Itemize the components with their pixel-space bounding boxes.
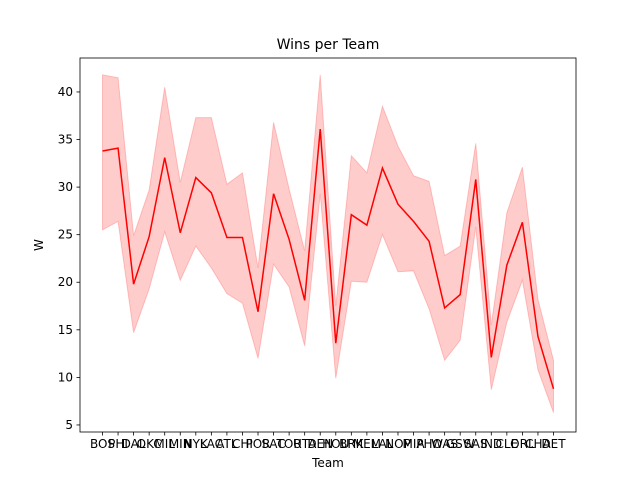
- x-tick-label: LAL: [372, 437, 394, 451]
- y-tick-label: 25: [58, 228, 73, 242]
- x-tick-label: DEN: [307, 437, 333, 451]
- x-tick-label: MEM: [353, 437, 381, 451]
- x-tick-label: BOS: [90, 437, 115, 451]
- plot-frame: [79, 57, 577, 433]
- x-axis-label: Team: [311, 456, 344, 470]
- x-tick-label: DET: [541, 437, 566, 451]
- y-tick-label: 5: [65, 418, 73, 432]
- x-tick-label: DAL: [122, 437, 146, 451]
- x-tick-label: MIA: [402, 437, 425, 451]
- y-tick-label: 15: [58, 323, 73, 337]
- x-tick-label: CHA: [525, 437, 551, 451]
- x-tick-label: POR: [246, 437, 271, 451]
- x-tick-label: UTA: [293, 437, 317, 451]
- x-tick-label: MIL: [154, 437, 175, 451]
- chart-title: Wins per Team: [277, 37, 380, 53]
- line: [102, 129, 555, 390]
- x-tick-label: NYK: [184, 437, 209, 451]
- y-tick-label: 20: [58, 275, 73, 289]
- x-tick-label: LAC: [200, 437, 223, 451]
- x-tick-label: CHI: [232, 437, 253, 451]
- x-tick-label: IND: [480, 437, 502, 451]
- x-tick-label: GSW: [446, 437, 475, 451]
- x-tick-label: SAS: [464, 437, 488, 451]
- x-tick-label: MIN: [169, 437, 192, 451]
- x-tick-label: ATL: [216, 437, 238, 451]
- y-tick-label: 35: [58, 133, 73, 147]
- x-tick-label: PHO: [416, 437, 442, 451]
- x-tick-label: ORL: [510, 437, 535, 451]
- x-tick-label: SAC: [261, 437, 285, 451]
- y-axis-label: W: [32, 239, 46, 251]
- y-tick-label: 40: [58, 85, 73, 99]
- x-tick-label: BRK: [339, 437, 365, 451]
- x-tick-label: PHI: [108, 437, 128, 451]
- x-tick-label: WAS: [431, 437, 458, 451]
- y-tick-label: 10: [58, 370, 73, 384]
- x-tick-label: HOU: [322, 437, 349, 451]
- y-tick-label: 30: [58, 180, 73, 194]
- x-tick-label: NOP: [385, 437, 411, 451]
- x-tick-label: TOR: [276, 437, 302, 451]
- x-tick-label: OKC: [137, 437, 162, 451]
- x-tick-label: CLE: [496, 437, 519, 451]
